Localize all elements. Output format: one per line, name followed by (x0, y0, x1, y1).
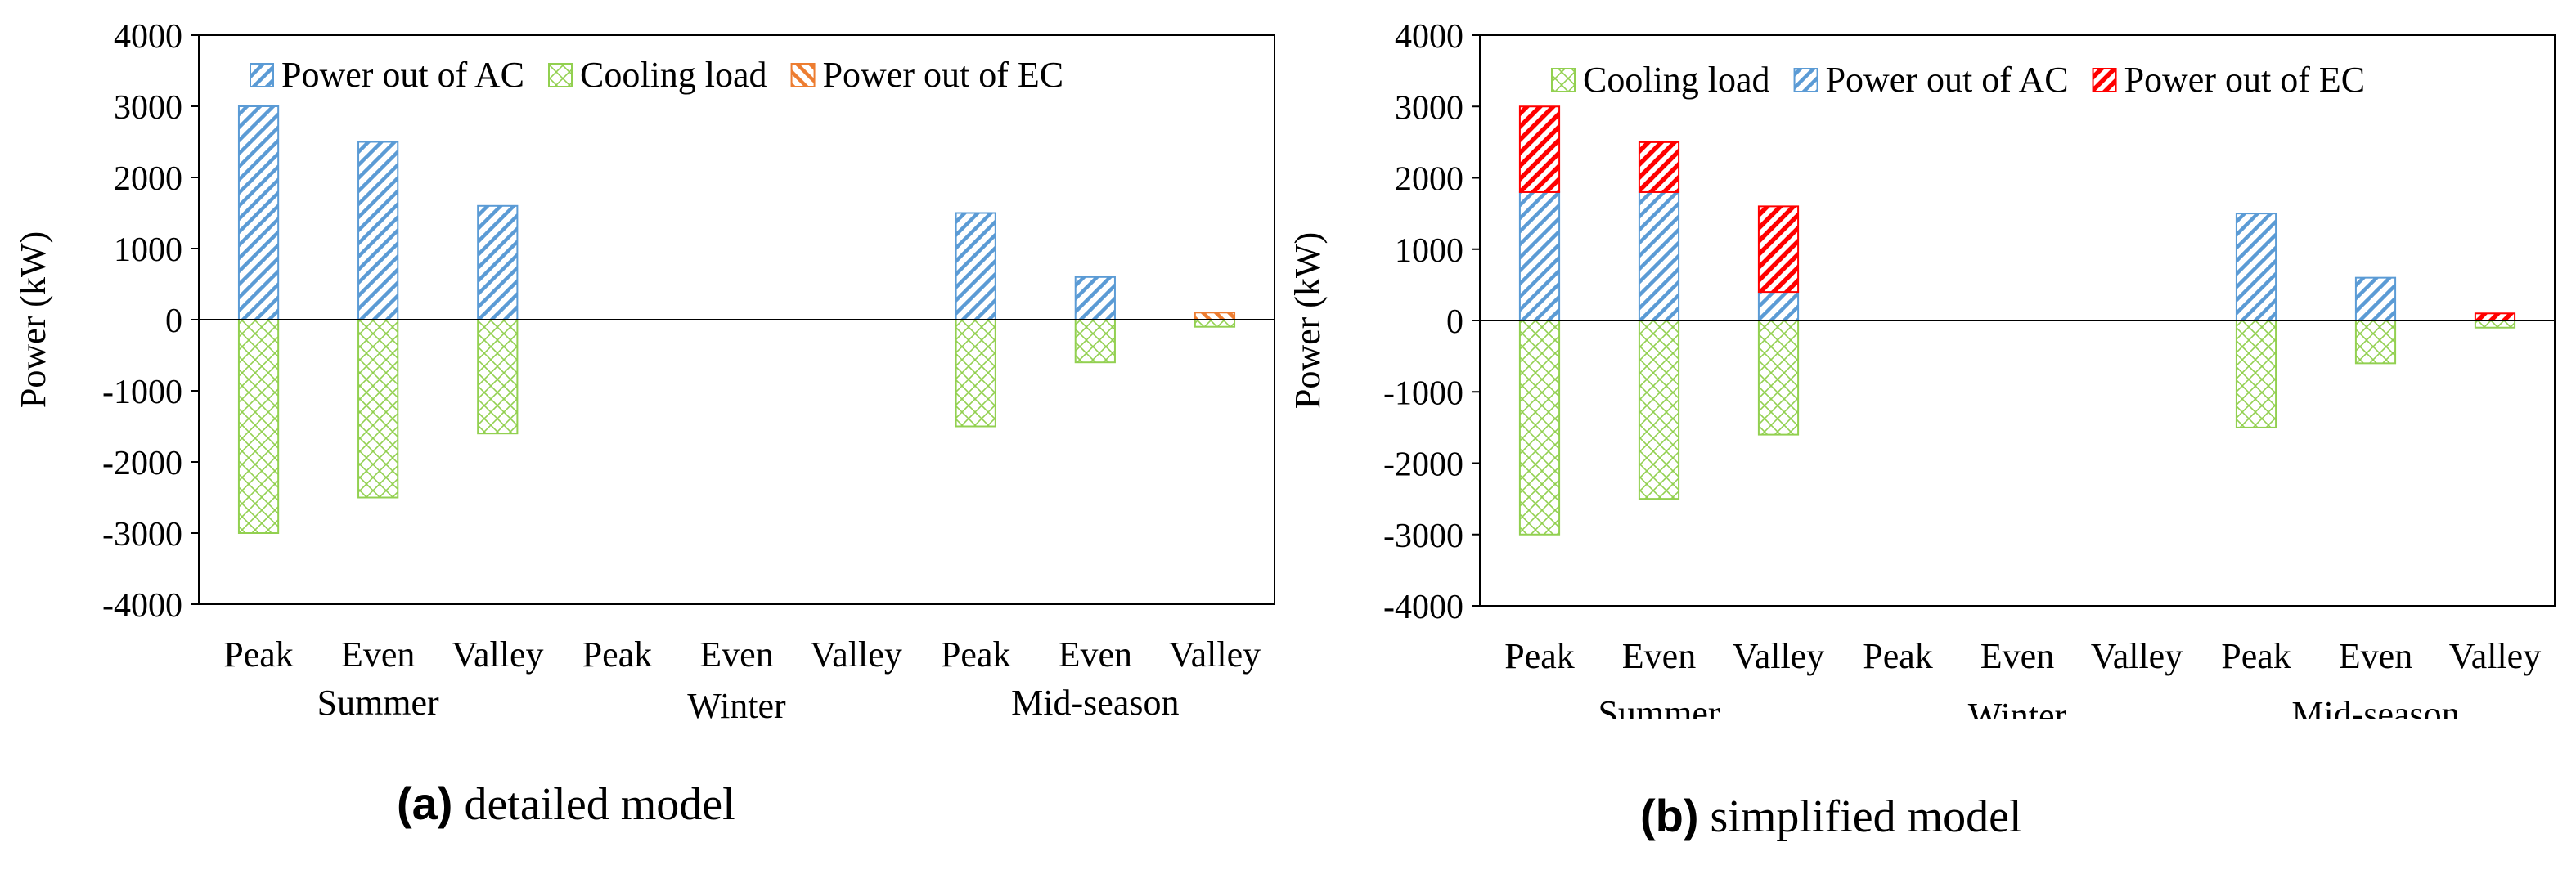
y-tick-label: 3000 (1395, 89, 1463, 127)
x-tick-label: Peak (582, 634, 653, 675)
x-tick-label: Even (2339, 636, 2412, 676)
bar-cooling-load-6 (2235, 320, 2277, 428)
x-group-label: Mid-season (1011, 683, 1179, 719)
bar-cooling-load-0 (1518, 320, 1561, 536)
x-tick-label: Peak (1863, 636, 1933, 676)
y-tick-label: -4000 (1383, 589, 1463, 626)
y-tick-label: -3000 (1383, 518, 1463, 555)
y-tick-label: -1000 (1383, 374, 1463, 412)
caption-detailed-model: (a) detailed model (397, 777, 735, 831)
legend-swatch-power-out-of-ec (790, 63, 816, 87)
x-tick-label: Valley (810, 634, 901, 675)
x-tick-label: Peak (1504, 636, 1575, 676)
y-tick-label: -1000 (102, 374, 182, 411)
bar-cooling-load-1 (1638, 320, 1680, 500)
bar-cooling-load-0 (237, 319, 280, 534)
x-group-label: Summer (1598, 693, 1720, 719)
y-tick-label: 4000 (114, 18, 182, 56)
legend-swatch-cooling-load (1551, 68, 1576, 92)
bar-power-out-of-ec-2 (1757, 205, 1800, 294)
caption-letter-a: (a) (397, 778, 453, 829)
bar-cooling-load-8 (1194, 319, 1236, 328)
y-tick-label: 2000 (1395, 161, 1463, 199)
y-tick-label: 4000 (1395, 18, 1463, 56)
chart-simplified-model: 4000 3000 2000 1000 0 -1000 -2000 -3000 -4000 Pow… (1288, 18, 2556, 719)
y-tick-label: -2000 (102, 445, 182, 482)
legend-label-cooling-load: Cooling load (580, 55, 767, 95)
x-tick-label: Even (1622, 636, 1696, 676)
bar-cooling-load-6 (955, 319, 996, 428)
caption-text-b: simplified model (1710, 791, 2022, 842)
legend-label-power-out-of-ec: Power out of EC (2124, 60, 2366, 100)
bar-power-out-of-ac-2 (1757, 291, 1800, 322)
x-tick-label: Peak (2221, 636, 2291, 676)
y-axis-label: Power (kW) (13, 231, 53, 408)
x-tick-label: Valley (2091, 636, 2183, 676)
caption-letter-b: (b) (1640, 790, 1699, 841)
x-tick-label: Peak (941, 634, 1011, 675)
bar-power-out-of-ec-8 (1194, 312, 1236, 320)
x-group-label: Mid-season (2291, 694, 2459, 719)
y-tick-label: -2000 (1383, 446, 1463, 484)
y-tick-label: 1000 (114, 231, 182, 269)
chart-detailed-model: 4000 3000 2000 1000 0 -1000 -2000 -3000 -4000 Pow… (13, 18, 1275, 719)
bar-power-out-of-ac-6 (955, 212, 996, 320)
legend-swatch-power-out-of-ec (2092, 68, 2117, 92)
x-group-label: Winter (687, 686, 786, 719)
legend-label-power-out-of-ac: Power out of AC (281, 55, 524, 95)
bar-power-out-of-ac-0 (1518, 190, 1561, 321)
y-axis-label: Power (kW) (1288, 232, 1328, 409)
bar-power-out-of-ac-6 (2235, 213, 2277, 321)
x-group-label: Winter (1968, 696, 2067, 719)
legend-swatch-cooling-load (548, 63, 573, 87)
x-tick-label: Valley (2449, 636, 2541, 676)
y-tick-label: -3000 (102, 516, 182, 554)
y-tick-label: 3000 (114, 89, 182, 127)
y-tick-label: 0 (1446, 303, 1463, 341)
bar-cooling-load-7 (2354, 320, 2397, 365)
x-tick-label: Valley (452, 634, 543, 675)
x-tick-label: Valley (1733, 636, 1824, 676)
y-tick-label: 1000 (1395, 232, 1463, 270)
bar-power-out-of-ec-0 (1518, 105, 1561, 193)
x-tick-label: Valley (1169, 634, 1261, 675)
caption-simplified-model: (b) simplified model (1640, 789, 2022, 843)
bar-cooling-load-2 (477, 319, 519, 435)
legend-label-cooling-load: Cooling load (1583, 60, 1770, 100)
bar-power-out-of-ac-7 (2354, 276, 2397, 321)
x-tick-label: Even (1059, 634, 1132, 675)
x-group-label: Summer (317, 683, 439, 719)
legend-swatch-power-out-of-ac (1793, 68, 1818, 92)
bar-cooling-load-2 (1757, 320, 1800, 436)
bar-power-out-of-ec-1 (1638, 141, 1680, 193)
legend-swatch-power-out-of-ac (250, 63, 274, 87)
y-tick-label: 2000 (114, 160, 182, 198)
bar-power-out-of-ac-2 (477, 204, 519, 320)
x-tick-label: Even (1980, 636, 2054, 676)
y-tick-label: -4000 (102, 587, 182, 625)
bar-cooling-load-8 (2474, 320, 2516, 329)
y-tick-label: 0 (165, 303, 182, 340)
legend-label-power-out-of-ec: Power out of EC (823, 55, 1064, 95)
bar-power-out-of-ac-0 (237, 105, 280, 320)
bar-cooling-load-1 (357, 319, 399, 499)
bar-cooling-load-7 (1074, 319, 1116, 364)
x-tick-label: Even (341, 634, 415, 675)
bar-power-out-of-ac-1 (357, 141, 399, 320)
legend-label-power-out-of-ac: Power out of AC (1826, 60, 2069, 100)
bar-power-out-of-ac-7 (1074, 276, 1116, 320)
bar-power-out-of-ec-8 (2474, 312, 2516, 321)
x-tick-label: Peak (223, 634, 294, 675)
caption-text-a: detailed model (464, 779, 735, 830)
bar-power-out-of-ac-1 (1638, 190, 1680, 321)
x-tick-label: Even (699, 634, 773, 675)
